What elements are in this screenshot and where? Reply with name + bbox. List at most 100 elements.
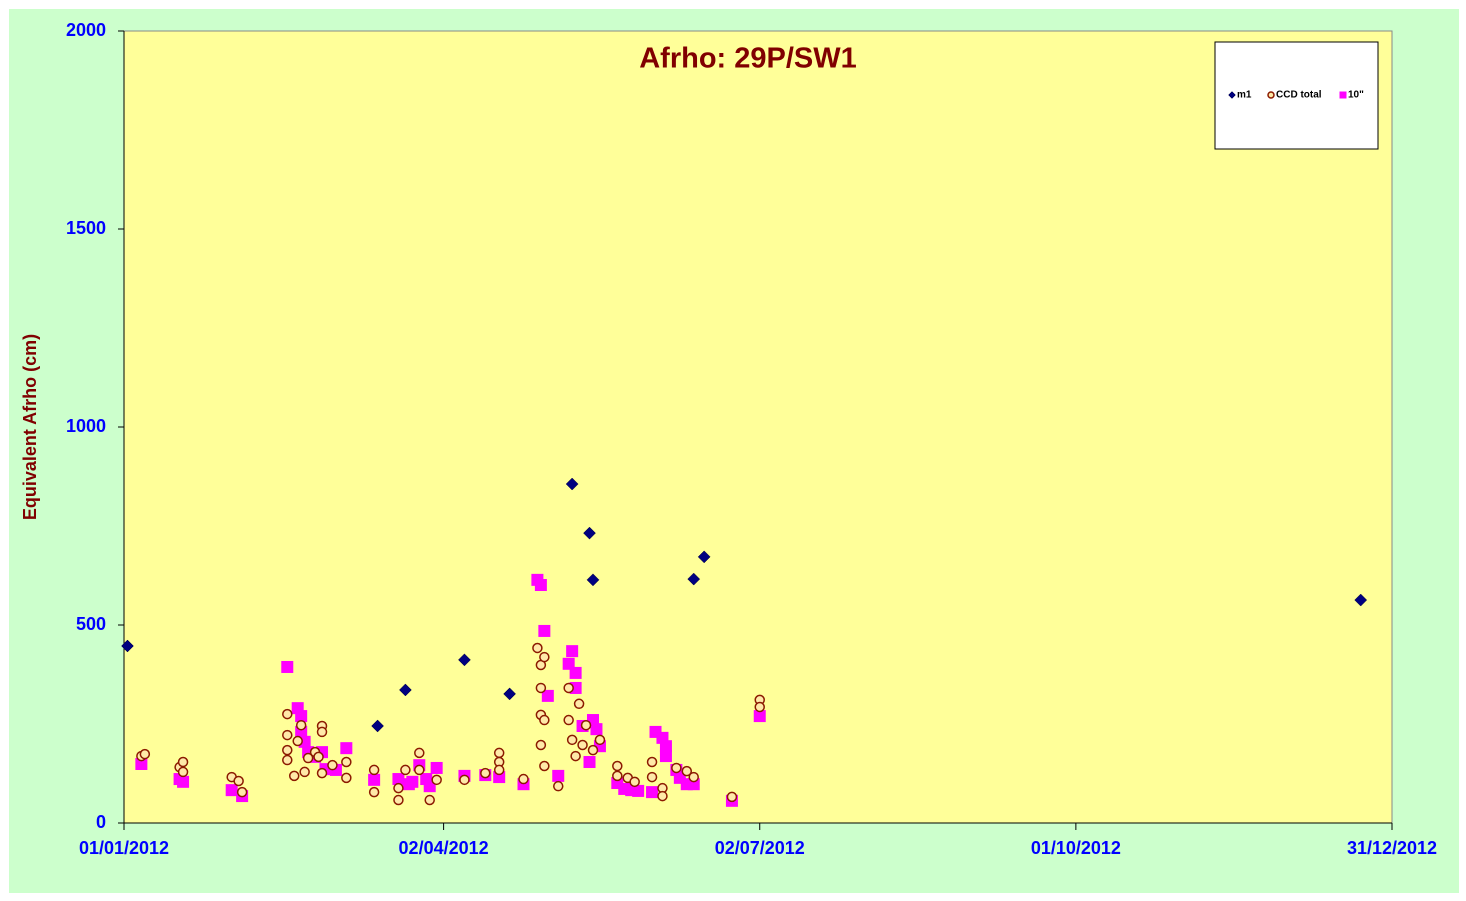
point <box>573 698 585 710</box>
point <box>687 572 701 586</box>
legend-marker <box>1228 91 1236 99</box>
point <box>688 771 699 783</box>
point <box>282 744 293 756</box>
point <box>406 775 419 788</box>
x-tick-label: 02/04/2012 <box>399 838 489 858</box>
point <box>281 660 294 673</box>
point <box>753 710 766 723</box>
x-tick-label: 02/07/2012 <box>715 838 805 858</box>
point <box>532 642 543 654</box>
point <box>399 683 412 697</box>
point <box>295 710 308 723</box>
point <box>135 757 148 770</box>
point <box>282 754 293 766</box>
point <box>302 752 314 764</box>
legend-label: CCD total <box>1276 90 1322 101</box>
point <box>316 726 328 738</box>
point <box>327 759 338 771</box>
x-tick-label: 31/12/2012 <box>1347 838 1437 858</box>
point <box>534 579 547 592</box>
point <box>480 767 491 779</box>
point <box>539 651 550 663</box>
point <box>583 526 596 540</box>
point <box>295 719 307 731</box>
point <box>552 780 564 792</box>
point <box>541 689 554 702</box>
point <box>393 782 404 794</box>
point <box>493 764 505 776</box>
point <box>590 723 603 736</box>
point <box>612 760 623 772</box>
point <box>282 729 293 741</box>
point <box>563 714 574 726</box>
point <box>392 773 405 786</box>
point <box>539 760 550 772</box>
x-tick-label: 01/01/2012 <box>79 838 169 858</box>
point <box>139 748 151 760</box>
plot-area <box>123 30 1393 824</box>
point <box>659 740 672 753</box>
point <box>646 786 659 799</box>
point <box>580 719 592 731</box>
point <box>424 794 435 806</box>
y-tick-label: 1000 <box>66 416 106 436</box>
point <box>754 701 765 713</box>
point <box>368 773 381 786</box>
point <box>569 666 582 679</box>
point <box>535 682 547 694</box>
point <box>646 756 658 768</box>
point <box>430 761 443 774</box>
point <box>458 653 471 667</box>
y-tick-label: 500 <box>76 614 106 634</box>
point <box>177 766 189 778</box>
point <box>414 747 425 759</box>
point <box>587 744 599 756</box>
point <box>671 762 682 774</box>
point <box>459 774 470 786</box>
point <box>562 657 575 670</box>
legend-label: m1 <box>1237 90 1252 101</box>
point <box>341 756 352 768</box>
point <box>659 750 672 763</box>
point <box>726 791 738 803</box>
point <box>292 735 303 747</box>
point <box>503 687 516 701</box>
point <box>341 772 352 784</box>
point <box>431 774 442 786</box>
point <box>566 645 579 658</box>
point <box>371 719 384 733</box>
point <box>632 784 645 797</box>
point <box>565 477 579 491</box>
point <box>316 767 328 779</box>
point <box>282 708 293 720</box>
point <box>586 573 600 587</box>
point <box>177 775 190 788</box>
point <box>583 756 596 769</box>
legend-marker <box>1267 91 1275 99</box>
point <box>393 794 404 806</box>
point <box>400 764 411 776</box>
legend-marker <box>1339 91 1347 99</box>
point <box>236 786 248 798</box>
point <box>493 747 505 759</box>
y-tick-label: 1500 <box>66 218 106 238</box>
y-tick-label: 0 <box>96 812 106 832</box>
point <box>570 750 581 762</box>
point <box>225 784 238 797</box>
point <box>594 734 606 746</box>
point <box>518 773 529 785</box>
point <box>629 776 640 788</box>
point <box>566 734 578 746</box>
point <box>681 765 693 777</box>
point <box>313 751 324 763</box>
point <box>612 770 623 782</box>
legend-label: 10" <box>1348 90 1364 101</box>
point <box>288 770 300 782</box>
point <box>414 764 425 776</box>
point <box>1354 593 1368 607</box>
point <box>368 764 380 776</box>
y-axis-label: Equivalent Afrho (cm) <box>20 334 40 520</box>
point <box>539 714 550 726</box>
point <box>563 682 574 694</box>
